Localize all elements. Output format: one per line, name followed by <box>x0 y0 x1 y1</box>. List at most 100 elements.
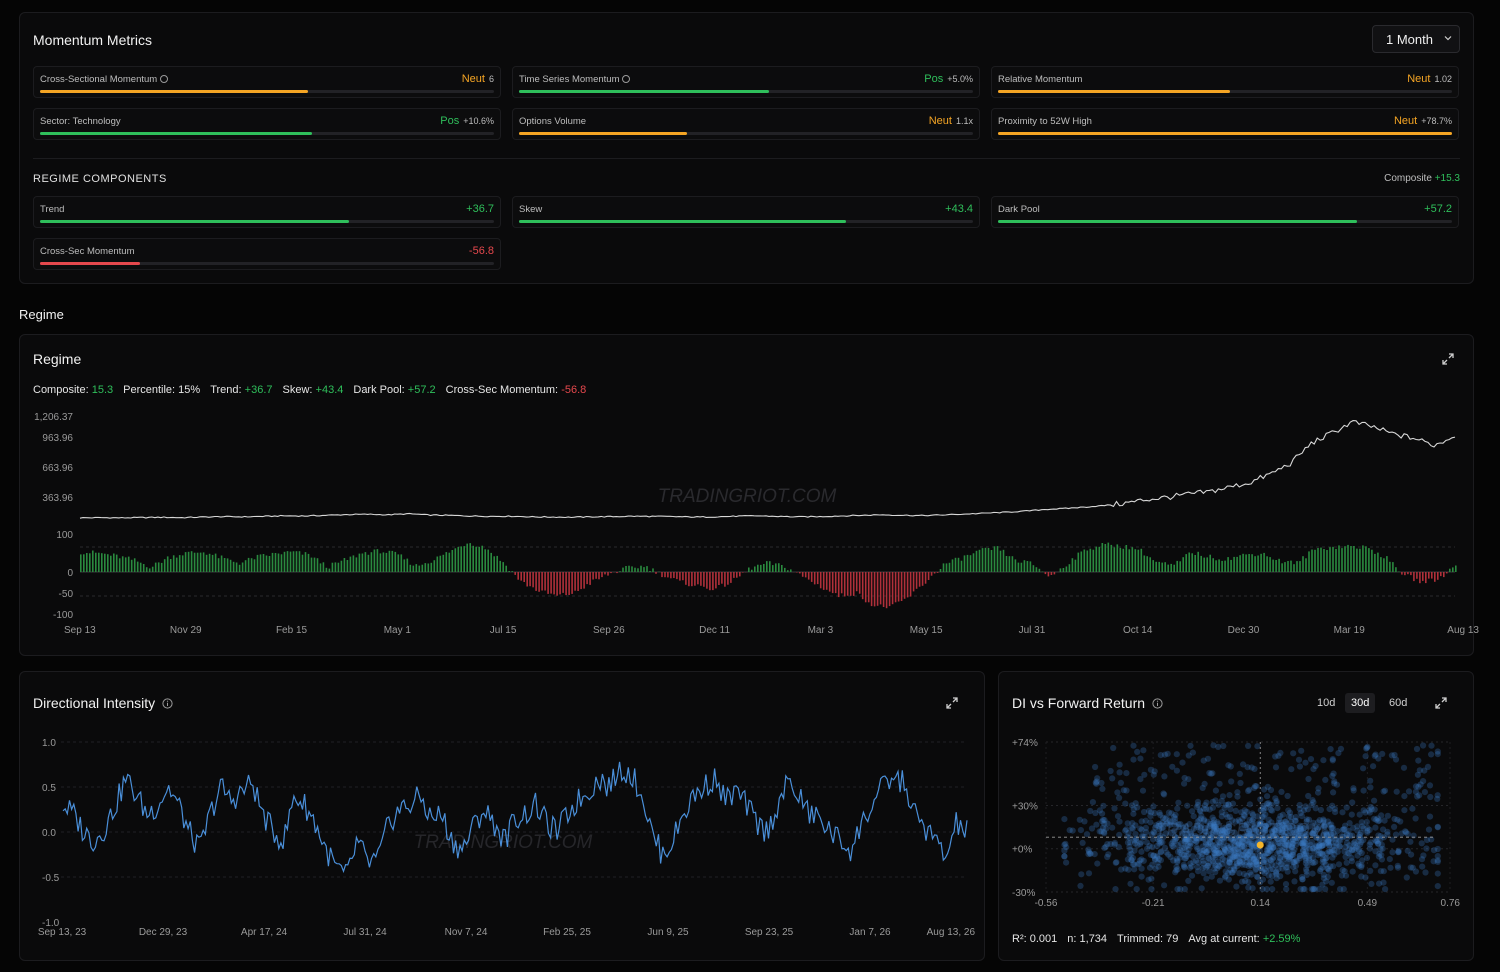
window-toggle-30d[interactable]: 30d <box>1345 693 1376 713</box>
scatter-point <box>1302 840 1309 847</box>
scatter-point <box>1392 756 1400 763</box>
regime-bar <box>1212 558 1214 572</box>
scatter-point <box>1265 816 1272 823</box>
scatter-point <box>1301 850 1308 857</box>
scatter-point <box>1146 842 1153 849</box>
scatter-point <box>1267 878 1274 885</box>
scatter-point <box>1209 842 1216 849</box>
scatter-point <box>1289 844 1296 851</box>
scatter-point <box>1267 806 1274 813</box>
scatter-point <box>1261 828 1269 836</box>
expand-icon[interactable] <box>945 696 959 710</box>
scatter-point <box>1153 822 1160 829</box>
scatter-point <box>1241 807 1248 814</box>
scatter-point <box>1362 874 1369 881</box>
scatter-point <box>1208 831 1215 838</box>
scatter-point <box>1212 797 1219 804</box>
scatter-point <box>1226 792 1233 799</box>
regime-bar <box>385 552 388 572</box>
scatter-point <box>1417 781 1424 788</box>
scatter-point <box>1243 808 1250 815</box>
scatter-point <box>1243 872 1251 879</box>
scatter-point <box>1308 839 1315 846</box>
regime-bar <box>948 562 951 572</box>
scatter-point <box>1282 818 1289 825</box>
scatter-point <box>1187 860 1194 867</box>
regime-bar <box>1143 555 1146 572</box>
expand-icon[interactable] <box>1434 696 1448 710</box>
regime-bar <box>894 572 897 603</box>
scatter-point <box>1420 742 1427 749</box>
composite-label: Composite <box>1384 173 1432 184</box>
metric-label-text: Sector: Technology <box>40 116 121 127</box>
info-icon[interactable] <box>162 698 173 709</box>
scatter-point <box>1157 849 1164 856</box>
scatter-point <box>1362 809 1369 816</box>
scatter-point <box>1227 846 1234 853</box>
regime-bar <box>1299 561 1301 572</box>
scatter-point <box>1325 867 1333 874</box>
scatter-point <box>1339 809 1346 816</box>
info-icon[interactable] <box>622 75 631 83</box>
regime-bar <box>553 572 555 595</box>
regime-bar <box>646 566 648 572</box>
scatter-point <box>1203 805 1210 813</box>
scatter-point <box>1240 855 1247 862</box>
metric-label: Options Volume <box>519 116 586 127</box>
metric-signal: Pos <box>924 73 944 85</box>
scatter-point <box>1194 798 1202 805</box>
scatter-point <box>1373 838 1380 845</box>
scatter-point <box>1401 807 1408 814</box>
scatter-point <box>1128 850 1135 857</box>
expand-icon[interactable] <box>1441 352 1455 366</box>
scatter-point <box>1303 831 1310 838</box>
scatter-point <box>1297 825 1304 832</box>
scatter-point <box>1130 742 1137 749</box>
scatter-point <box>1325 848 1332 855</box>
scatter-point <box>1260 853 1267 860</box>
scatter-point <box>1132 822 1139 829</box>
scatter-point <box>1236 870 1243 877</box>
scatter-point <box>1175 824 1182 831</box>
scatter-point <box>1249 811 1257 819</box>
regime-bar <box>1071 558 1074 572</box>
regime-bar <box>490 552 492 572</box>
regime-bar <box>328 568 331 572</box>
scatter-point <box>1152 865 1159 872</box>
component-value: +43.4 <box>945 203 973 215</box>
regime-bar <box>703 572 705 587</box>
scatter-point <box>1430 847 1438 854</box>
regime-bar <box>1371 549 1373 572</box>
scatter-point <box>1286 809 1294 816</box>
scatter-point <box>1243 821 1250 829</box>
scatter-point <box>1338 833 1345 840</box>
info-icon[interactable] <box>160 75 169 83</box>
legend-label: Skew: <box>282 384 313 396</box>
regime-bar <box>268 556 271 572</box>
regime-bar <box>763 564 765 572</box>
metric-label: Proximity to 52W High <box>998 116 1092 127</box>
scatter-point <box>1211 825 1218 832</box>
scatter-point <box>1250 833 1257 840</box>
scatter-point <box>1310 844 1317 852</box>
scatter-point <box>1174 805 1181 812</box>
period-select[interactable]: 1 Month <box>1372 25 1460 53</box>
scatter-point <box>1107 767 1114 775</box>
window-toggle-10d[interactable]: 10d <box>1317 697 1336 709</box>
scatter-point <box>1140 747 1147 754</box>
regime-bar <box>238 564 241 572</box>
regime-bar <box>879 572 882 605</box>
scatter-point <box>1342 822 1349 829</box>
scatter-point <box>1159 814 1166 821</box>
scatter-point <box>1395 849 1402 856</box>
scatter-point <box>1122 865 1129 872</box>
scatter-point <box>1300 825 1307 832</box>
scatter-point <box>1161 791 1168 798</box>
scatter-point <box>1316 842 1323 849</box>
scatter-point <box>1239 859 1246 866</box>
scatter-point <box>1191 837 1198 844</box>
window-toggle-60d[interactable]: 60d <box>1389 697 1408 709</box>
info-icon[interactable] <box>1152 698 1163 709</box>
regime-bar <box>1311 549 1313 572</box>
regime-bar <box>101 553 103 572</box>
